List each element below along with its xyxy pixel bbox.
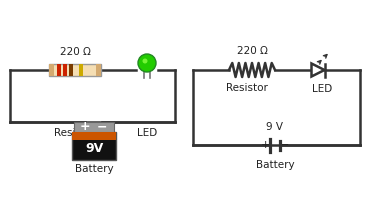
Circle shape: [138, 54, 156, 72]
Polygon shape: [312, 64, 324, 76]
Bar: [79, 64, 83, 76]
Bar: [57, 64, 61, 76]
Text: 9 V: 9 V: [266, 121, 283, 132]
Bar: [74, 122, 114, 132]
Text: 220 Ω: 220 Ω: [236, 46, 268, 56]
Text: 9V: 9V: [85, 142, 103, 156]
Text: −: −: [280, 140, 290, 150]
Text: Battery: Battery: [256, 160, 294, 170]
Bar: [63, 64, 67, 76]
Text: Resistor: Resistor: [226, 83, 268, 93]
Circle shape: [142, 58, 148, 64]
Bar: [72, 132, 116, 140]
Text: Battery: Battery: [75, 164, 113, 174]
Text: LED: LED: [137, 128, 157, 138]
Text: Resistor: Resistor: [54, 128, 96, 138]
Bar: [96, 64, 101, 76]
Text: −: −: [97, 120, 107, 134]
Bar: [72, 132, 116, 160]
Text: 220 Ω: 220 Ω: [60, 47, 90, 57]
Text: LED: LED: [312, 84, 332, 94]
Text: +: +: [260, 140, 270, 150]
Text: +: +: [80, 120, 91, 134]
Bar: [49, 64, 54, 76]
Bar: [49, 64, 101, 76]
Bar: [69, 64, 73, 76]
